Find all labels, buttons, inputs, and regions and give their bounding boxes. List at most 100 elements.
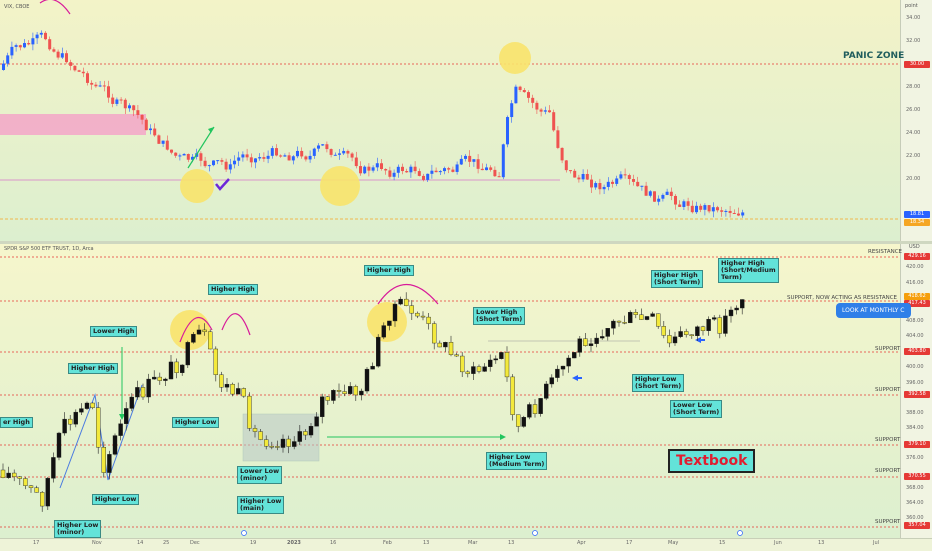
vix-candle [317, 145, 320, 149]
spy-candle [426, 316, 431, 324]
spy-candle [510, 376, 515, 415]
vix-candle [291, 156, 295, 161]
vix-candle [174, 152, 178, 156]
spy-candle [280, 438, 286, 448]
spy-candle [135, 387, 140, 398]
support-resistance-label: SUPPORT, NOW ACTING AS RESISTANCE [787, 295, 898, 301]
spy-candle [583, 338, 588, 346]
vix-price-axis[interactable] [900, 0, 932, 241]
annotation-higher-high-short[interactable]: Higher High (Short Term) [651, 270, 704, 288]
vix-candle [703, 205, 707, 210]
vix-candle [459, 158, 463, 165]
annotation-higher-low-main[interactable]: Higher Low (main) [237, 496, 285, 514]
spy-candle [179, 364, 185, 373]
spy-tick: 384.00 [906, 425, 924, 431]
annotation-higher-high[interactable]: Higher High [68, 363, 118, 374]
vix-candle [623, 174, 627, 176]
spy-chart-pane[interactable] [0, 243, 932, 538]
annotation-lower-low-minor[interactable]: Lower Low (minor) [237, 466, 283, 484]
spy-candle [493, 358, 498, 361]
spy-candle [678, 331, 683, 337]
vix-candle [464, 155, 467, 159]
time-axis[interactable] [0, 538, 932, 551]
vix-candle [363, 166, 367, 174]
annotation-lower-high-short[interactable]: Lower High (Short Term) [473, 307, 526, 325]
resistance-label: RESISTANCE [868, 249, 903, 255]
spy-tick: 396.00 [906, 380, 924, 386]
time-tick: Nov [92, 540, 102, 546]
annotation-higher-high[interactable]: Higher High [364, 265, 414, 276]
textbook-label[interactable]: Textbook [668, 449, 756, 473]
vix-candle [157, 135, 161, 144]
vix-candle [283, 155, 287, 157]
spy-candle [488, 359, 493, 367]
spy-tick: 404.00 [906, 333, 924, 339]
vix-candle [56, 51, 60, 58]
spy-candle [11, 472, 17, 477]
spy-candle [224, 383, 230, 388]
spy-candle [409, 305, 414, 314]
vix-candle [350, 153, 354, 158]
spy-candle [465, 371, 470, 374]
spy-candle [286, 438, 291, 447]
vix-candle [216, 160, 220, 162]
pane-divider[interactable] [0, 241, 932, 244]
vix-candle [111, 97, 115, 104]
spy-candle [101, 447, 107, 473]
vix-candle [6, 55, 10, 64]
spy-candle [292, 441, 297, 447]
vix-price-badge: 18.81 [904, 211, 930, 218]
vix-candle [669, 191, 673, 196]
vix-candle [149, 128, 152, 131]
spy-candle [387, 320, 392, 326]
annotation-higher-low-minor[interactable]: Higher Low (minor) [54, 520, 102, 538]
vix-candle [266, 155, 270, 159]
annotation-higher-high-cut[interactable]: er High [0, 417, 33, 428]
time-tick: 25 [163, 540, 170, 546]
annotation-higher-low-short[interactable]: Higher Low (Short Term) [632, 374, 685, 392]
panic-zone-label: PANIC ZONE [843, 51, 905, 61]
vix-candle [560, 147, 564, 161]
vix-candle [14, 45, 18, 47]
vix-candle [438, 171, 442, 173]
vix-candle [90, 82, 94, 85]
spy-unit: USD [909, 244, 920, 250]
spy-candle [151, 376, 157, 380]
annotation-higher-high-short-medium[interactable]: Higher High (Short/Medium Term) [718, 258, 779, 283]
spy-candle [572, 352, 577, 359]
vix-candle [611, 181, 614, 184]
spy-candle [544, 383, 549, 399]
spy-candle [107, 454, 112, 473]
vix-candle [10, 46, 14, 56]
vix-candle [506, 117, 509, 145]
vix-chart-pane[interactable] [0, 0, 932, 243]
annotation-higher-low[interactable]: Higher Low [172, 417, 220, 428]
annotation-lower-high[interactable]: Lower High [90, 326, 138, 337]
annotation-lower-low-short[interactable]: Lower Low (Short Term) [670, 400, 723, 418]
vix-candle [262, 157, 266, 159]
vix-candle [73, 65, 77, 71]
spy-candle [588, 343, 594, 346]
vix-arc [39, 0, 71, 15]
vix-candle [254, 158, 257, 163]
arrow-head-icon [208, 127, 214, 133]
vix-candle [594, 183, 598, 188]
time-tick: Mar [468, 540, 478, 546]
vix-candle [392, 172, 396, 177]
vix-candle [81, 71, 85, 74]
annotation-higher-high[interactable]: Higher High [208, 284, 258, 295]
vix-candle [409, 166, 413, 173]
vix-candle [359, 166, 362, 174]
vix-candle [653, 191, 656, 202]
vix-unit: point [905, 3, 918, 9]
vix-candle [161, 140, 165, 144]
vix-candle [413, 166, 417, 172]
vix-candle [48, 39, 52, 50]
vix-candle [308, 155, 312, 160]
annotation-higher-low[interactable]: Higher Low [92, 494, 140, 505]
spy-candle [740, 299, 745, 309]
annotation-higher-low-medium[interactable]: Higher Low (Medium Term) [486, 452, 548, 470]
vix-candle [590, 179, 593, 188]
look-at-monthly-callout[interactable]: LOOK AT MONTHLY C [836, 303, 911, 318]
spy-arch [179, 316, 213, 343]
